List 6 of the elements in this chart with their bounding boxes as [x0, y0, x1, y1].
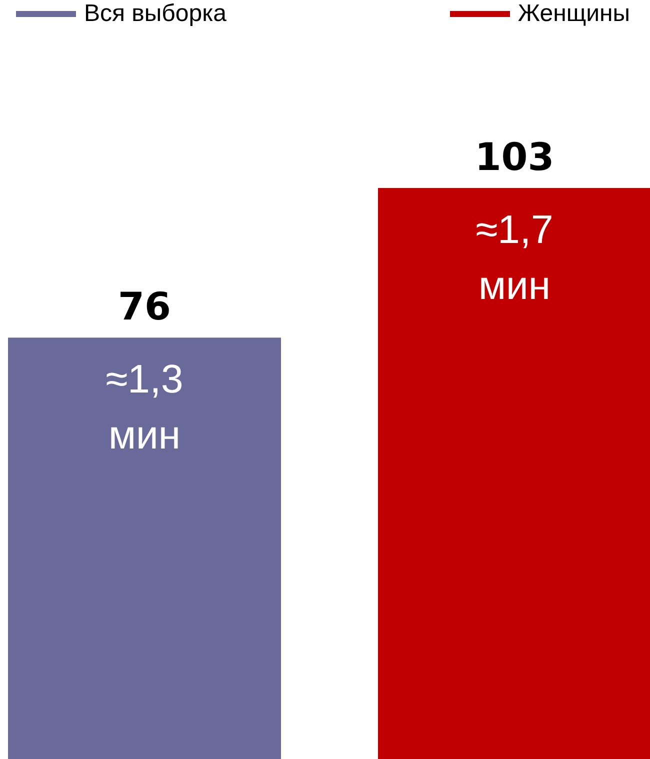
data-label: 76 [118, 284, 171, 329]
annotation: ≈1,7 мин [476, 208, 554, 308]
data-label: 103 [474, 135, 554, 179]
annotation: ≈1,3 мин [106, 358, 184, 458]
legend-label: Женщины [518, 0, 630, 28]
legend-label: Вся выборка [84, 0, 226, 28]
